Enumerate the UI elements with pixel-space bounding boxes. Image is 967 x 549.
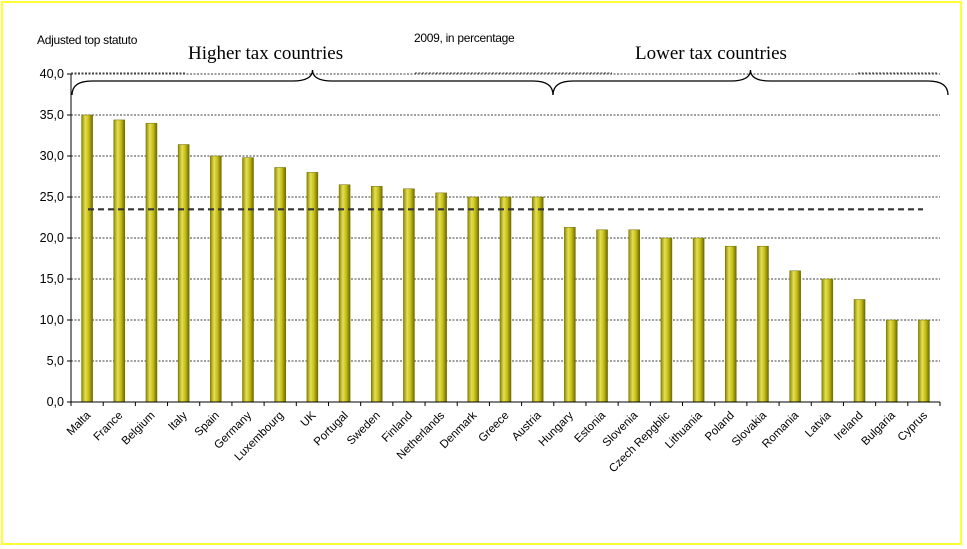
bar-hungary bbox=[564, 227, 576, 403]
group-label-higher-tax: Higher tax countries bbox=[188, 43, 343, 64]
bar-luxembourg bbox=[274, 167, 286, 403]
category-label: Italy bbox=[166, 409, 190, 433]
chart-title-fragment-right: 2009, in percentage bbox=[414, 31, 515, 45]
bar-sweden bbox=[371, 186, 383, 403]
category-label: Bulgaria bbox=[860, 409, 899, 448]
bar-czech-repgblic bbox=[660, 237, 673, 403]
category-label: UK bbox=[299, 409, 319, 429]
y-tick-label: 35,0 bbox=[40, 108, 64, 122]
bar-denmark bbox=[467, 196, 480, 403]
bar-cyprus bbox=[918, 319, 930, 403]
bar-uk bbox=[306, 172, 319, 403]
bar-austria bbox=[531, 196, 544, 403]
bar-greece bbox=[499, 196, 512, 403]
category-label: Latvia bbox=[803, 409, 834, 440]
bar-estonia bbox=[596, 229, 608, 403]
bar-portugal bbox=[338, 184, 351, 403]
category-label: Romania bbox=[760, 409, 801, 450]
bar-germany bbox=[242, 157, 254, 403]
chart-title-fragment-left: Adjusted top statuto bbox=[37, 33, 138, 47]
bar-spain bbox=[210, 155, 222, 403]
category-label: Belgium bbox=[120, 410, 158, 448]
bar-italy bbox=[177, 144, 190, 403]
bar-poland bbox=[725, 245, 737, 403]
y-tick-label: 15,0 bbox=[40, 272, 64, 286]
bar-slovakia bbox=[757, 245, 769, 403]
bar-bulgaria bbox=[885, 319, 898, 403]
y-tick-label: 30,0 bbox=[40, 149, 64, 163]
brace-higher-tax bbox=[71, 69, 554, 96]
y-tick-label: 5,0 bbox=[47, 354, 64, 368]
category-label: Spain bbox=[193, 410, 222, 439]
category-label: Portugal bbox=[312, 410, 351, 449]
category-label: Cyprus bbox=[896, 409, 930, 443]
category-label: Greece bbox=[476, 410, 511, 445]
bar-france bbox=[113, 119, 126, 403]
y-tick-label: 20,0 bbox=[40, 231, 64, 245]
bar-ireland bbox=[853, 299, 866, 403]
bar-finland bbox=[403, 188, 415, 403]
y-tick-label: 10,0 bbox=[40, 313, 64, 327]
bar-latvia bbox=[821, 278, 834, 403]
bar-belgium bbox=[145, 122, 158, 403]
category-label: Sweden bbox=[345, 410, 383, 448]
bar-netherlands bbox=[435, 192, 447, 403]
y-tick-label: 25,0 bbox=[40, 190, 64, 204]
bar-malta bbox=[81, 114, 93, 403]
bar-romania bbox=[789, 270, 801, 403]
category-label: Malta bbox=[65, 409, 94, 438]
y-tick-label: 0,0 bbox=[47, 395, 64, 409]
category-label: Hungary bbox=[537, 409, 576, 448]
brace-lower-tax bbox=[552, 69, 949, 96]
bar-lithuania bbox=[692, 237, 705, 403]
bar-slovenia bbox=[628, 229, 640, 403]
y-tick-label: 40,0 bbox=[40, 67, 64, 81]
group-label-lower-tax: Lower tax countries bbox=[635, 43, 787, 64]
